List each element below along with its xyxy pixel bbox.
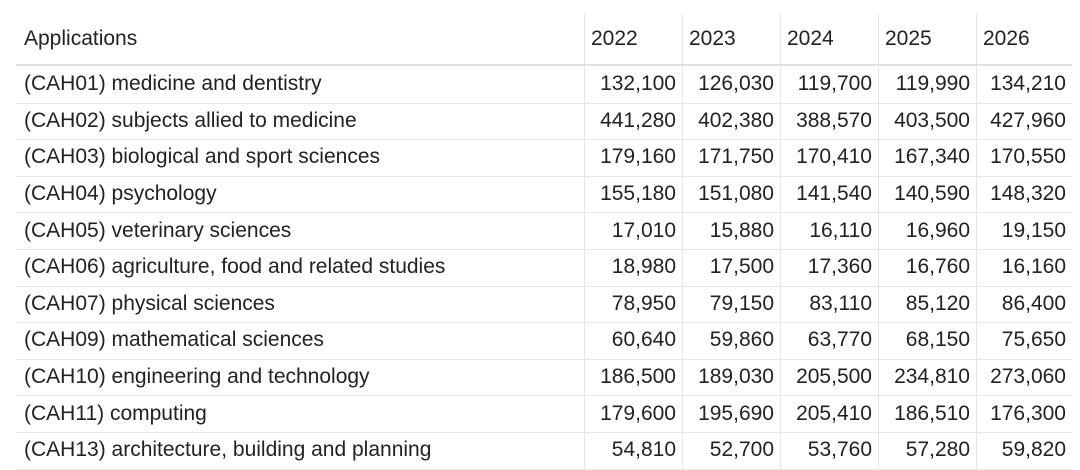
column-header: 2026 (976, 14, 1072, 64)
row-label: (CAH01) medicine and dentistry (24, 72, 322, 96)
page: Applications 2022 2023 2024 2025 2026 (CAH01) … (16, 14, 1072, 470)
row-label: (CAH02) subjects allied to medicine (24, 108, 357, 132)
column-header: 2022 (584, 14, 682, 64)
cell-value: 234,810 (878, 358, 976, 396)
cell-value: 441,280 (584, 102, 682, 140)
cell-value: 132,100 (584, 66, 682, 103)
cell-value: 59,860 (682, 322, 780, 359)
cell-value: 427,960 (976, 102, 1072, 140)
cell-value: 186,500 (584, 358, 682, 396)
cell-value: 205,410 (780, 395, 878, 432)
table-row: (CAH11) computing 179,600 195,690 205,410 18… (16, 395, 1072, 433)
table-row: (CAH07) physical sciences 78,950 79,150 83,… (16, 285, 1072, 324)
cell-value: 119,700 (780, 66, 878, 103)
cell-value: 52,700 (682, 432, 780, 469)
column-header: 2025 (878, 14, 976, 64)
table-row: (CAH09) mathematical sciences 60,640 59,86… (16, 322, 1072, 360)
table-row: (CAH13) architecture, building and plann… (16, 432, 1072, 470)
cell-value: 19,150 (976, 212, 1072, 249)
row-label: (CAH05) veterinary sciences (24, 218, 292, 242)
column-header: Applications (24, 27, 138, 50)
cell-value: 60,640 (584, 322, 682, 359)
cell-value: 171,750 (682, 139, 780, 176)
cell-value: 16,110 (780, 212, 878, 249)
header-row: Applications 2022 2023 2024 2025 2026 (16, 14, 1072, 66)
cell-value: 16,160 (976, 249, 1072, 286)
cell-value: 85,120 (878, 285, 976, 323)
cell-value: 17,360 (780, 249, 878, 286)
cell-value: 170,410 (780, 139, 878, 176)
cell-value: 15,880 (682, 212, 780, 249)
cell-value: 179,160 (584, 139, 682, 176)
row-label: (CAH13) architecture, building and plann… (24, 438, 432, 462)
cell-value: 126,030 (682, 66, 780, 103)
table-row: (CAH03) biological and sport sciences 179… (16, 139, 1072, 177)
cell-value: 16,960 (878, 212, 976, 249)
row-label: (CAH09) mathematical sciences (24, 328, 324, 352)
cell-value: 79,150 (682, 285, 780, 323)
cell-value: 57,280 (878, 432, 976, 469)
row-label: (CAH11) computing (24, 401, 207, 425)
cell-value: 119,990 (878, 66, 976, 103)
cell-value: 86,400 (976, 285, 1072, 323)
cell-value: 53,760 (780, 432, 878, 469)
row-label: (CAH06) agriculture, food and related st… (24, 255, 446, 279)
cell-value: 78,950 (584, 285, 682, 323)
cell-value: 195,690 (682, 395, 780, 432)
cell-value: 388,570 (780, 102, 878, 140)
cell-value: 273,060 (976, 358, 1072, 396)
table-row: (CAH01) medicine and dentistry 132,100 126… (16, 66, 1072, 104)
cell-value: 68,150 (878, 322, 976, 359)
row-label: (CAH10) engineering and technology (24, 365, 370, 389)
cell-value: 17,010 (584, 212, 682, 249)
cell-value: 16,760 (878, 249, 976, 286)
cell-value: 186,510 (878, 395, 976, 432)
table-row: (CAH06) agriculture, food and related st… (16, 249, 1072, 287)
column-header: 2024 (780, 14, 878, 64)
row-label: (CAH07) physical sciences (24, 291, 275, 315)
cell-value: 140,590 (878, 175, 976, 213)
cell-value: 148,320 (976, 175, 1072, 213)
table-row: (CAH10) engineering and technology 186,50… (16, 358, 1072, 397)
cell-value: 75,650 (976, 322, 1072, 359)
cell-value: 155,180 (584, 175, 682, 213)
cell-value: 167,340 (878, 139, 976, 176)
table-row: (CAH04) psychology 155,180 151,080 141,540 1… (16, 175, 1072, 214)
cell-value: 189,030 (682, 358, 780, 396)
row-label: (CAH03) biological and sport sciences (24, 145, 381, 169)
table-row: (CAH02) subjects allied to medicine 441,2… (16, 102, 1072, 141)
cell-value: 54,810 (584, 432, 682, 469)
cell-value: 151,080 (682, 175, 780, 213)
cell-value: 170,550 (976, 139, 1072, 176)
column-header: 2023 (682, 14, 780, 64)
cell-value: 179,600 (584, 395, 682, 432)
cell-value: 134,210 (976, 66, 1072, 103)
cell-value: 17,500 (682, 249, 780, 286)
cell-value: 176,300 (976, 395, 1072, 432)
cell-value: 141,540 (780, 175, 878, 213)
cell-value: 205,500 (780, 358, 878, 396)
cell-value: 403,500 (878, 102, 976, 140)
table-row: (CAH05) veterinary sciences 17,010 15,880 1… (16, 212, 1072, 250)
cell-value: 59,820 (976, 432, 1072, 469)
cell-value: 63,770 (780, 322, 878, 359)
cell-value: 18,980 (584, 249, 682, 286)
cell-value: 402,380 (682, 102, 780, 140)
row-label: (CAH04) psychology (24, 182, 217, 206)
cell-value: 83,110 (780, 285, 878, 323)
